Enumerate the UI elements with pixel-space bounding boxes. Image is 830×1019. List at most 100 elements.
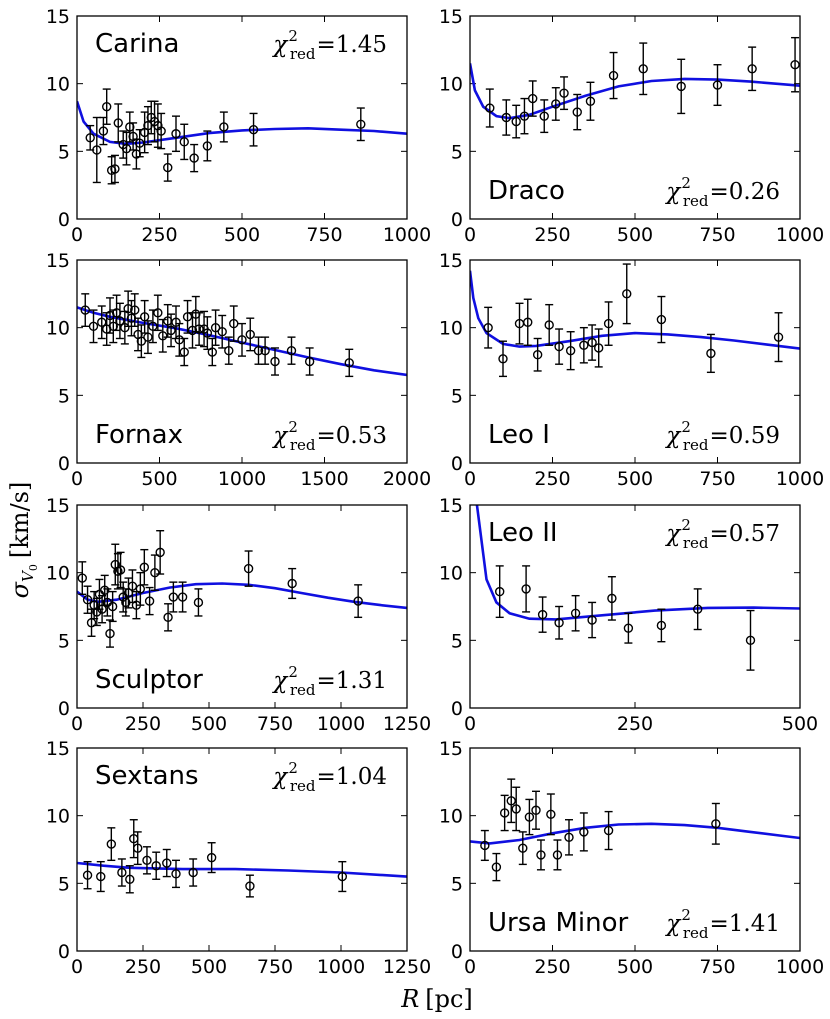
- data-point: [603, 810, 614, 851]
- data-point: [501, 99, 511, 136]
- data-marker: [608, 70, 619, 81]
- data-marker: [676, 81, 686, 92]
- data-marker: [337, 871, 348, 882]
- data-marker: [127, 581, 138, 591]
- data-point: [287, 567, 297, 600]
- data-point: [536, 839, 546, 871]
- x-tick-label: 750: [257, 713, 293, 735]
- x-tick-label: 2000: [383, 468, 431, 490]
- y-axis-subsub: 0: [27, 564, 40, 571]
- data-marker: [193, 597, 204, 608]
- data-point: [495, 565, 505, 619]
- y-axis-unit: [km/s]: [6, 482, 34, 558]
- galaxy-name: Fornax: [95, 420, 183, 450]
- data-point: [552, 839, 563, 871]
- data-marker: [98, 126, 109, 136]
- data-marker: [166, 325, 176, 336]
- data-point: [245, 874, 255, 898]
- data-marker: [745, 635, 756, 646]
- data-point: [656, 608, 667, 643]
- fit-curve: [77, 861, 407, 878]
- data-marker: [121, 143, 132, 154]
- x-tick-label: 1000: [383, 224, 431, 246]
- y-tick-label: 5: [451, 141, 463, 163]
- data-point: [107, 590, 118, 623]
- data-marker: [158, 331, 168, 341]
- data-point: [773, 312, 784, 363]
- y-tick-label: 15: [46, 738, 70, 760]
- data-marker: [565, 345, 576, 356]
- data-marker: [82, 595, 93, 605]
- galaxy-name: Leo I: [488, 420, 550, 450]
- data-point: [155, 530, 165, 575]
- data-marker: [245, 881, 255, 891]
- data-marker: [85, 133, 95, 143]
- chi-square-label: χ2 red=0.59: [664, 418, 780, 454]
- data-marker: [790, 60, 800, 70]
- data-point: [344, 348, 354, 378]
- data-marker: [483, 322, 493, 333]
- data-point: [202, 130, 213, 162]
- data-point: [499, 794, 510, 832]
- y-tick-label: 10: [46, 318, 70, 340]
- data-point: [229, 305, 239, 342]
- data-point: [554, 605, 564, 640]
- panel-frame: [469, 504, 801, 709]
- chi-square-label: χ2 red=1.45: [271, 27, 387, 63]
- data-marker: [603, 318, 614, 329]
- data-marker: [92, 145, 102, 155]
- data-point: [158, 318, 168, 353]
- data-point: [243, 550, 254, 587]
- data-point: [80, 293, 90, 328]
- y-axis-sub: V: [19, 569, 37, 582]
- data-point: [219, 111, 229, 143]
- data-point: [511, 786, 521, 832]
- y-tick-label: 0: [451, 698, 463, 720]
- chi-symbol: χ: [664, 521, 682, 547]
- data-point: [521, 565, 531, 613]
- data-point: [518, 831, 528, 866]
- data-marker: [551, 99, 561, 109]
- panel-leo-ii: 0 250 500 0 5 10 15 Leo II χ2 red=0.57: [439, 495, 818, 735]
- data-marker: [506, 796, 516, 806]
- data-marker: [179, 347, 189, 357]
- data-point: [100, 574, 110, 606]
- x-tick-label: 500: [141, 468, 177, 490]
- y-tick-label: 10: [439, 318, 463, 340]
- data-marker: [286, 345, 297, 356]
- x-tick-label: 1000: [317, 713, 365, 735]
- panel-frame: [76, 747, 408, 952]
- data-marker: [101, 101, 112, 112]
- data-marker: [485, 103, 495, 113]
- panel-sextans: 0 250 500 750 1000 1250 0 5 10 15 Sextans χ2 red=1.0…: [46, 738, 431, 978]
- y-tick-label: 5: [58, 385, 70, 407]
- data-marker: [210, 322, 221, 333]
- data-marker: [552, 850, 563, 860]
- data-marker: [579, 340, 589, 350]
- data-point: [790, 36, 800, 93]
- x-tick-label: 500: [617, 468, 653, 490]
- x-tick-label: 500: [191, 713, 227, 735]
- data-marker: [585, 96, 596, 106]
- x-tick-label: 1250: [383, 956, 431, 978]
- data-marker: [177, 592, 188, 602]
- x-tick-label: 0: [71, 468, 83, 490]
- data-point: [174, 322, 185, 357]
- data-point: [587, 324, 597, 361]
- x-tick-label: 750: [699, 468, 735, 490]
- x-tick-label: 250: [125, 956, 161, 978]
- data-point: [506, 778, 516, 824]
- chi-value: =0.59: [710, 423, 780, 449]
- data-point: [528, 80, 538, 117]
- data-marker: [128, 131, 138, 142]
- data-marker: [501, 112, 511, 123]
- data-marker: [521, 584, 531, 594]
- data-marker: [206, 852, 217, 863]
- data-marker: [88, 321, 99, 332]
- data-point: [117, 858, 127, 887]
- data-point: [745, 609, 756, 671]
- data-marker: [156, 126, 166, 136]
- y-tick-label: 15: [439, 250, 463, 272]
- chi-subscript: red: [290, 45, 316, 63]
- data-point: [237, 322, 247, 357]
